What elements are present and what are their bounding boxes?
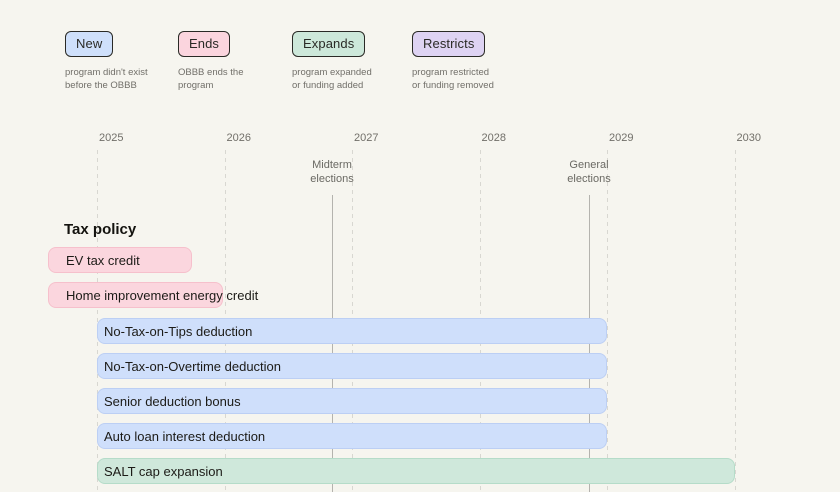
legend-description-restricts: program restricted or funding removed xyxy=(412,67,494,91)
legend-item-restricts: Restricts program restricted or funding … xyxy=(412,31,494,92)
bar-label: EV tax credit xyxy=(66,252,140,268)
bar-ev-tax-credit: EV tax credit xyxy=(48,247,192,273)
axis-year-2030: 2030 xyxy=(736,132,761,144)
bar-label: SALT cap expansion xyxy=(104,463,223,479)
gridline-2029 xyxy=(607,150,608,492)
legend-item-ends: Ends OBBB ends the program xyxy=(178,31,243,92)
axis-year-2025: 2025 xyxy=(99,132,124,144)
bar-label: Auto loan interest deduction xyxy=(104,428,266,444)
legend-description-ends: OBBB ends the program xyxy=(178,67,244,91)
legend-badge-expands: Expands xyxy=(292,31,366,57)
axis-year-2027: 2027 xyxy=(354,132,379,144)
bar-no-tax-on-overtime-deduction: No-Tax-on-Overtime deduction xyxy=(97,353,607,379)
bar-no-tax-on-tips-deduction: No-Tax-on-Tips deduction xyxy=(97,318,607,344)
legend-description-new: program didn't exist before the OBBB xyxy=(65,67,148,91)
legend-badge-new: New xyxy=(65,31,114,57)
axis-year-2026: 2026 xyxy=(226,132,251,144)
annotation-midterm-elections: Midterm elections xyxy=(310,159,354,185)
axis-year-2029: 2029 xyxy=(609,132,634,144)
bar-senior-deduction-bonus: Senior deduction bonus xyxy=(97,388,607,414)
gridline-2030 xyxy=(734,150,736,492)
annotation-general-elections: General elections xyxy=(567,159,611,185)
legend-badge-restricts: Restricts xyxy=(412,31,486,57)
axis-year-2028: 2028 xyxy=(481,132,506,144)
legend-badge-ends: Ends xyxy=(178,31,231,57)
bar-label: No-Tax-on-Overtime deduction xyxy=(104,358,282,374)
bar-home-improvement-energy-credit: Home improvement energy credit xyxy=(48,282,258,308)
bar-label: Home improvement energy credit xyxy=(66,287,259,303)
section-title-tax-policy: Tax policy xyxy=(64,221,137,238)
bar-label: Senior deduction bonus xyxy=(104,393,241,409)
legend-item-expands: Expands program expanded or funding adde… xyxy=(292,31,372,92)
bar-label: No-Tax-on-Tips deduction xyxy=(104,323,253,339)
legend-item-new: New program didn't exist before the OBBB xyxy=(65,31,148,92)
bar-auto-loan-interest-deduction: Auto loan interest deduction xyxy=(97,423,607,449)
bar-salt-cap-expansion: SALT cap expansion xyxy=(97,458,735,484)
legend-description-expands: program expanded or funding added xyxy=(292,67,372,91)
